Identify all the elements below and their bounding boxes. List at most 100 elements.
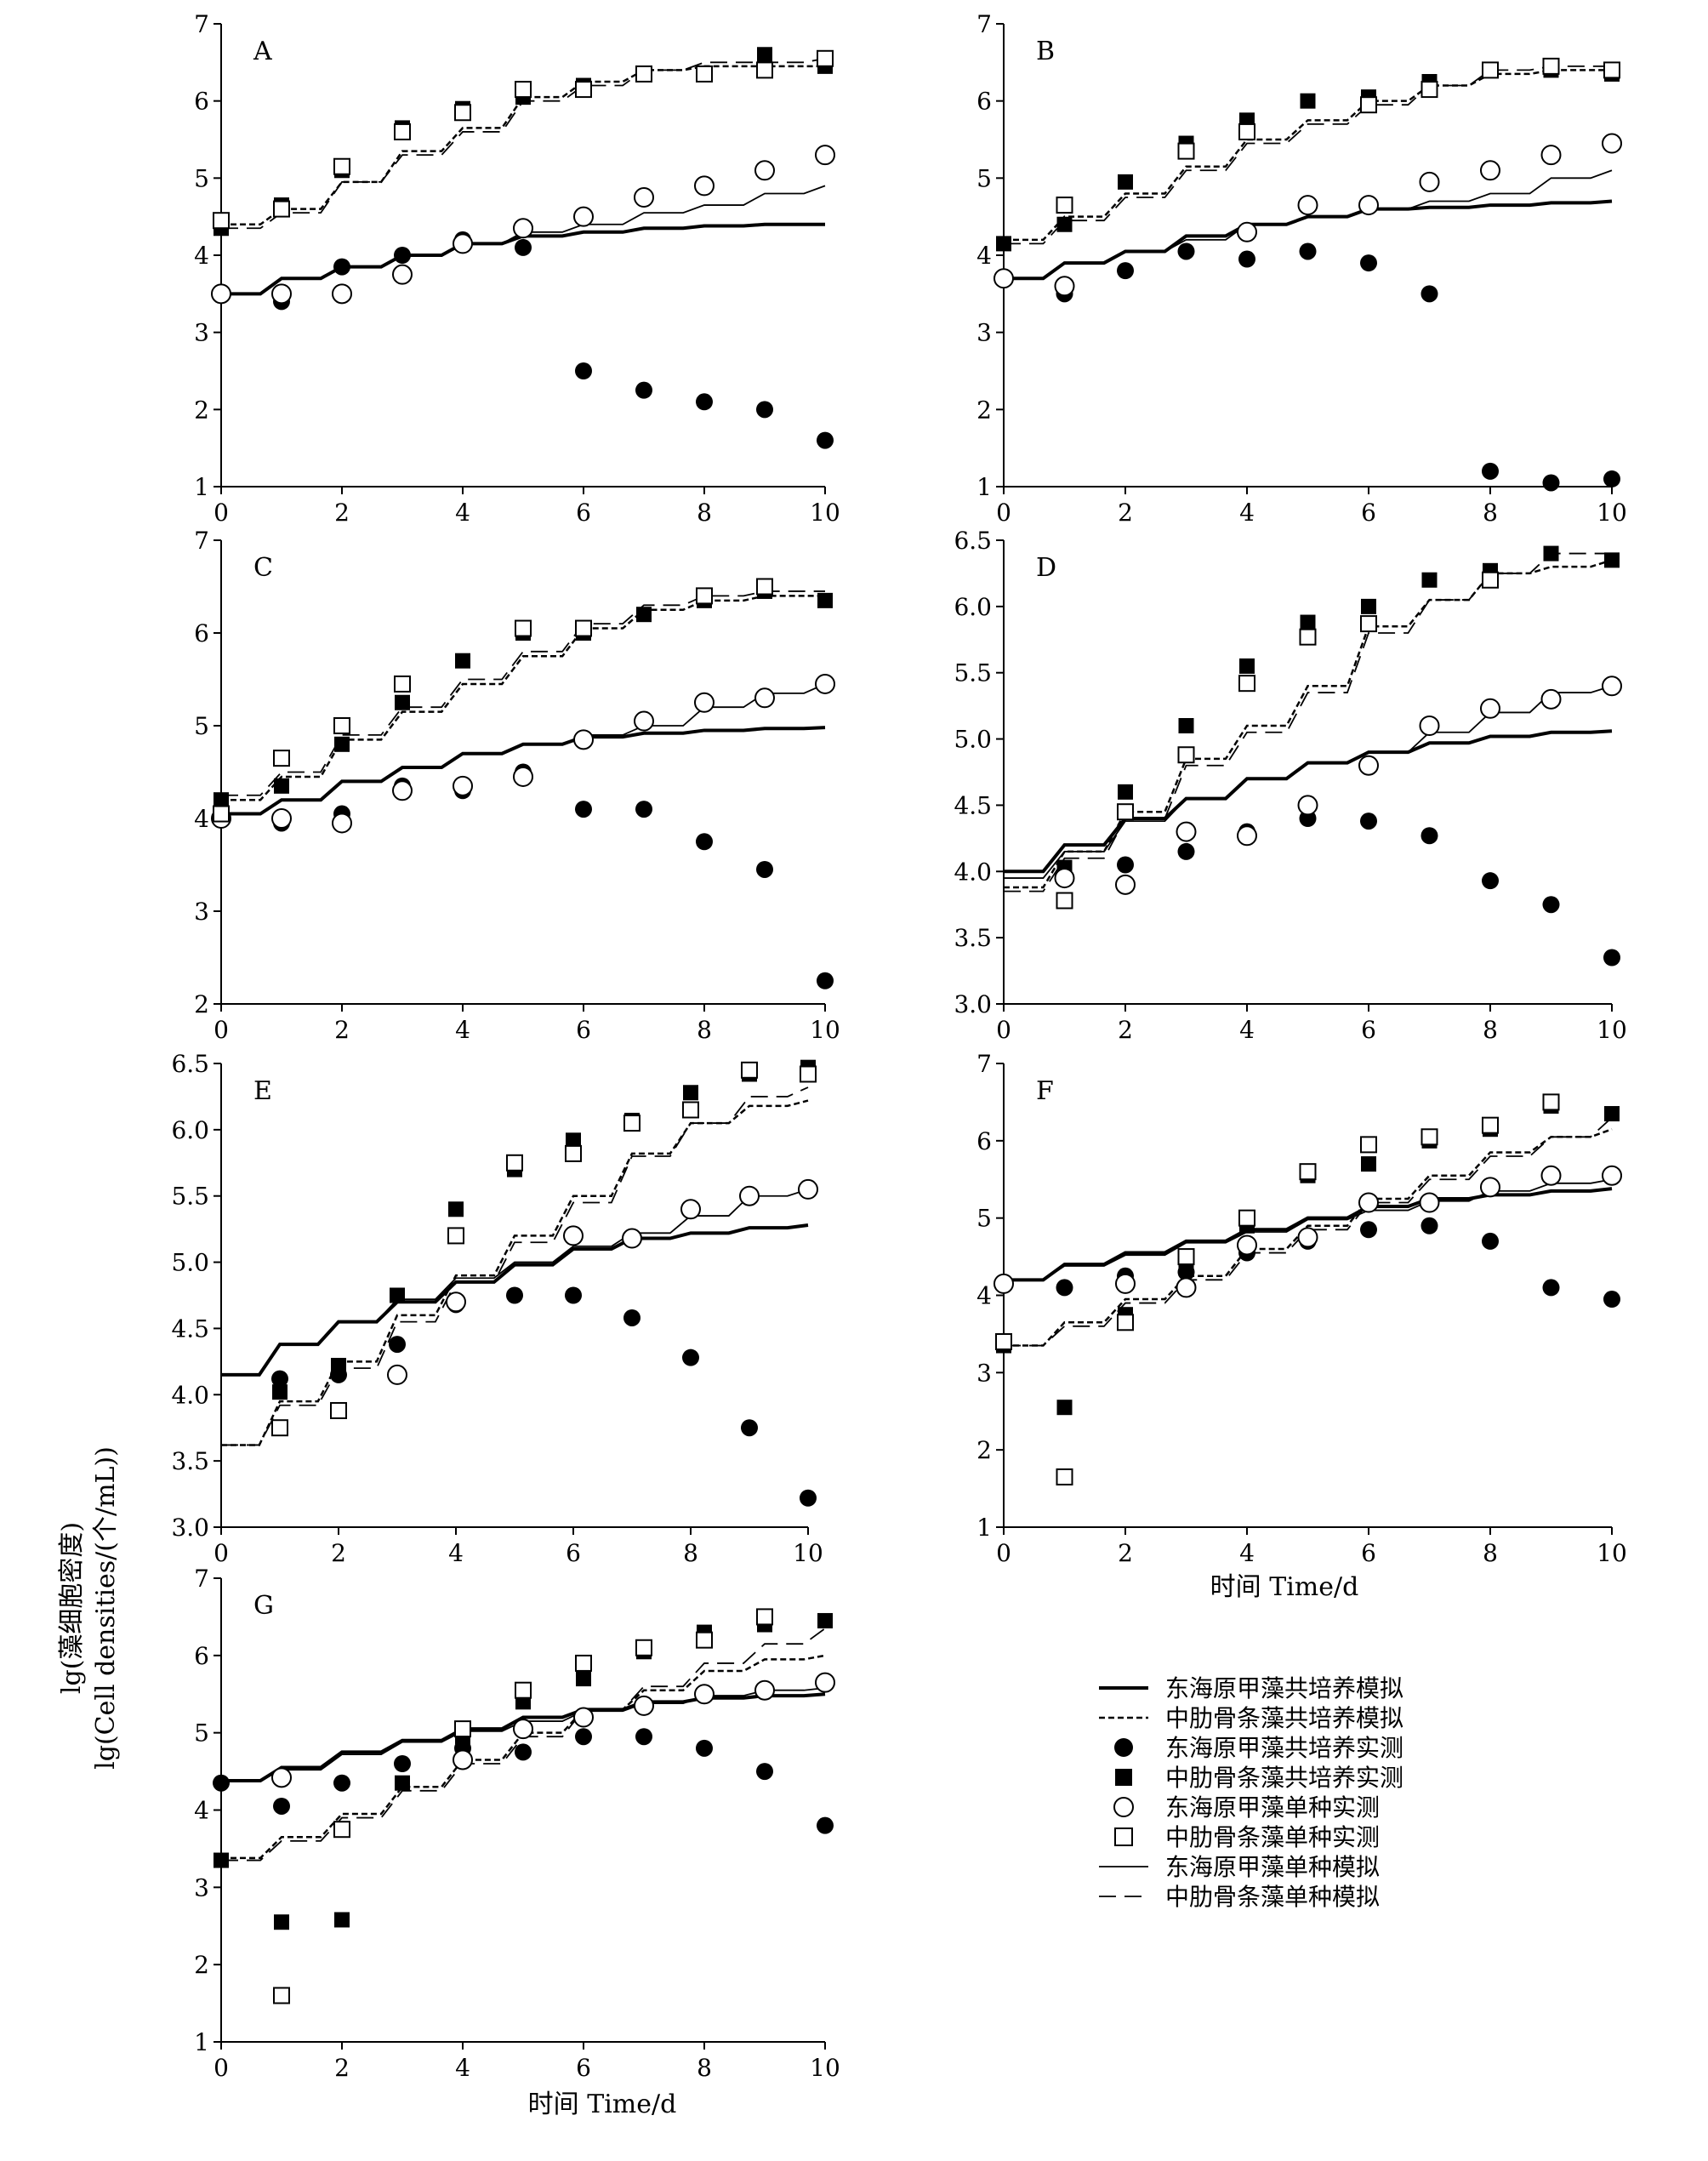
panel-letter: G <box>253 1591 274 1621</box>
point-f <box>1238 675 1255 693</box>
x-tick-label: 4 <box>1239 1016 1255 1044</box>
point-e <box>1297 795 1318 816</box>
point-d <box>1300 93 1316 109</box>
x-tick-label: 10 <box>1597 499 1627 527</box>
series-line-g <box>221 683 826 815</box>
x-tick-label: 2 <box>1118 1016 1133 1044</box>
y-tick-label: 3.5 <box>954 924 992 952</box>
x-tick-label: 4 <box>455 2054 470 2082</box>
point-d <box>395 1775 410 1791</box>
point-c <box>741 1419 758 1437</box>
x-tick-label: 8 <box>1483 1539 1498 1567</box>
point-c <box>696 393 713 411</box>
series-line-b <box>1004 1128 1613 1347</box>
series-line-g <box>221 1189 809 1376</box>
point-c <box>1542 474 1560 492</box>
x-tick-label: 10 <box>810 2054 840 2082</box>
y-tick-label: 3 <box>194 319 209 347</box>
point-d <box>1543 545 1559 562</box>
point-e <box>1540 1165 1562 1186</box>
point-c <box>1360 254 1377 272</box>
point-f <box>1360 96 1377 114</box>
point-e <box>634 1695 654 1716</box>
point-f <box>1603 61 1620 79</box>
series-line-h <box>1004 65 1612 245</box>
y-tick-label: 7 <box>976 1050 992 1078</box>
panel-A: 1 2 3 4 5 6 7 0 2 4 6 8 10 A <box>194 10 840 527</box>
x-tick-label: 2 <box>334 1016 350 1044</box>
point-c <box>1117 262 1134 280</box>
point-d <box>1118 174 1133 190</box>
point-c <box>333 1774 350 1792</box>
point-f <box>800 1065 817 1083</box>
x-axis-label-right: 时间 Time/d <box>1210 1572 1359 1602</box>
point-e <box>622 1228 642 1249</box>
point-c <box>696 1739 713 1757</box>
point-c <box>696 833 713 851</box>
point-e <box>1602 133 1622 154</box>
point-c <box>565 1286 582 1304</box>
point-e <box>513 218 533 239</box>
x-tick-label: 10 <box>1597 1016 1627 1044</box>
x-tick-label: 0 <box>996 1539 1011 1567</box>
point-f <box>682 1101 699 1119</box>
y-tick-label: 5 <box>976 164 992 192</box>
point-c <box>271 1370 288 1388</box>
point-e <box>1054 868 1075 889</box>
point-e <box>634 187 654 208</box>
legend-swatch-d <box>1115 1769 1132 1786</box>
point-e <box>1176 821 1197 842</box>
point-f <box>1420 81 1438 99</box>
point-e <box>1419 171 1440 192</box>
series-line-a <box>221 1692 826 1782</box>
point-e <box>271 808 292 829</box>
point-f <box>575 1654 592 1672</box>
point-d <box>274 1914 289 1930</box>
point-c <box>635 1728 652 1746</box>
x-tick-label: 4 <box>448 1539 464 1567</box>
point-c <box>1056 1279 1073 1297</box>
panel-letter: A <box>253 37 272 66</box>
point-f <box>575 619 592 637</box>
y-tick-label: 4 <box>194 242 209 270</box>
point-e <box>573 1707 594 1728</box>
point-d <box>214 1852 229 1868</box>
y-tick-label: 4.0 <box>171 1381 209 1409</box>
point-e <box>754 1679 775 1701</box>
point-f <box>1117 1314 1134 1331</box>
point-f <box>1482 61 1499 79</box>
point-d <box>448 1201 464 1217</box>
x-tick-label: 2 <box>334 499 350 527</box>
point-f <box>1117 803 1134 821</box>
point-d <box>566 1132 581 1149</box>
point-e <box>1115 1273 1136 1294</box>
y-tick-label: 6 <box>194 619 209 647</box>
point-e <box>446 1291 466 1313</box>
point-c <box>756 1763 773 1781</box>
y-tick-label: 5.5 <box>171 1183 209 1211</box>
point-e <box>1540 145 1562 166</box>
point-e <box>754 160 775 181</box>
point-c <box>1238 250 1255 268</box>
series-line-b <box>1004 559 1613 889</box>
point-f <box>454 104 471 122</box>
point-d <box>1056 216 1073 232</box>
point-c <box>1360 1221 1377 1239</box>
point-d <box>331 1358 346 1374</box>
series-line-b <box>221 1099 809 1446</box>
y-tick-label: 3.0 <box>171 1514 209 1542</box>
point-e <box>739 1185 760 1206</box>
x-tick-label: 4 <box>1239 499 1255 527</box>
point-f <box>1056 197 1073 214</box>
legend-swatch-e <box>1113 1797 1134 1817</box>
point-f <box>515 619 532 637</box>
x-tick-label: 4 <box>1239 1539 1255 1567</box>
y-tick-label: 7 <box>194 1565 209 1593</box>
point-c <box>575 1728 592 1746</box>
x-axis-label-bottom: 时间 Time/d <box>527 2090 677 2119</box>
x-tick-label: 4 <box>455 1016 470 1044</box>
y-tick-label: 5.5 <box>954 659 992 687</box>
panel-D: 3.0 3.5 4.0 4.5 5.0 5.5 6.0 6.5 0 2 4 6 8 10 D <box>954 527 1626 1044</box>
point-e <box>1237 221 1257 242</box>
y-tick-label: 5 <box>194 164 209 192</box>
